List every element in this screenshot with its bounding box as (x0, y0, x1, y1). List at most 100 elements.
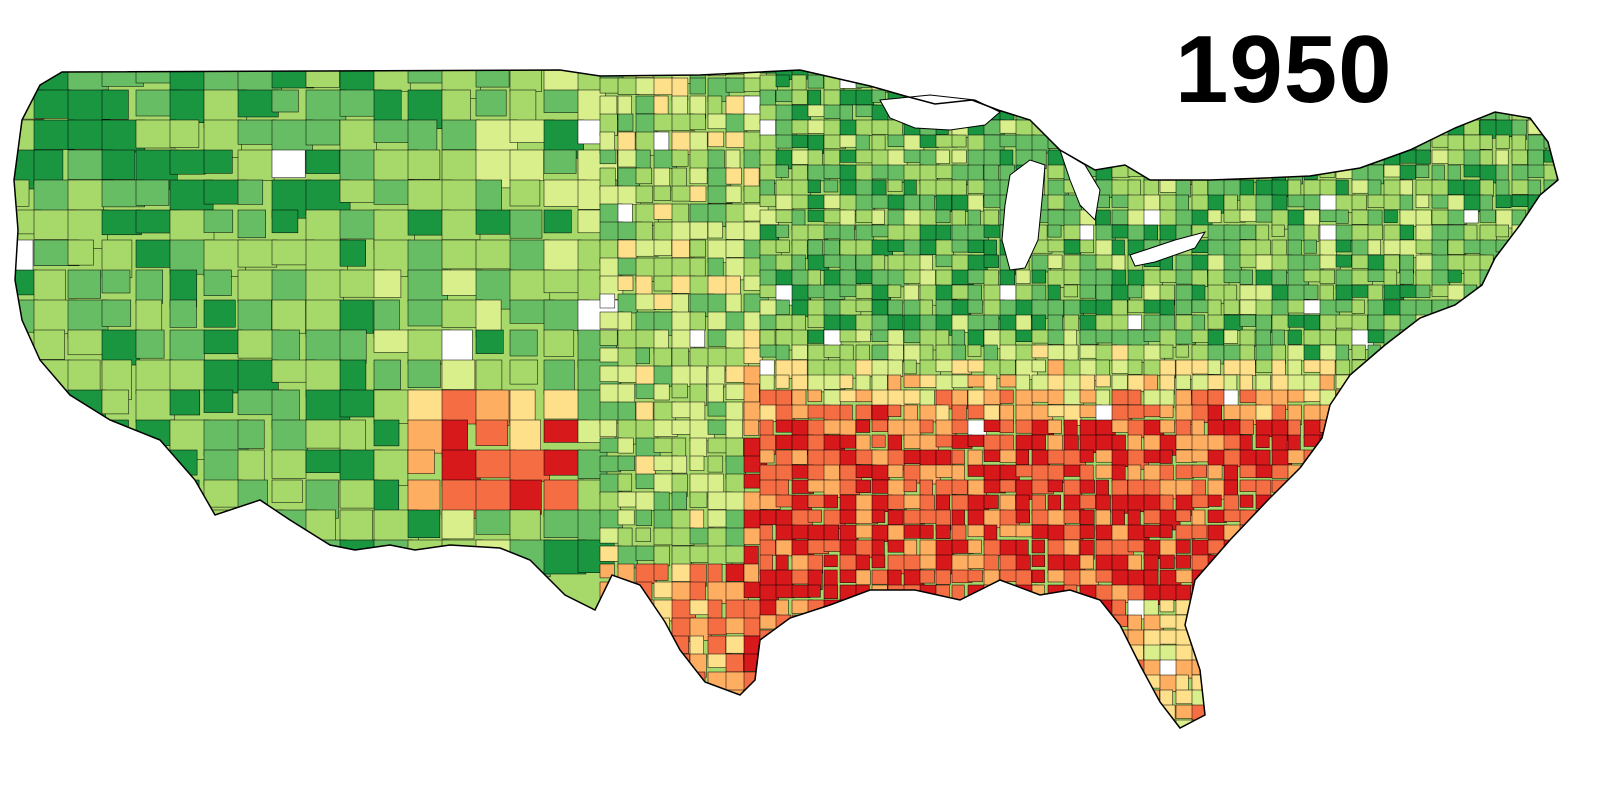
county-tile (887, 689, 907, 706)
county-tile (823, 689, 843, 708)
county-tile (1351, 554, 1370, 576)
county-tile (1095, 74, 1110, 90)
county-tile (871, 209, 885, 225)
county-tile (759, 524, 773, 542)
county-tile (1543, 644, 1558, 664)
county-tile (1479, 704, 1499, 722)
county-tile (1063, 584, 1078, 601)
county-tile (1015, 284, 1034, 302)
county-tile (823, 464, 840, 482)
county-tile (1271, 494, 1291, 509)
county-tile (1303, 149, 1323, 166)
county-tile (1367, 674, 1388, 695)
county-tile (671, 581, 692, 602)
county-tile (823, 629, 840, 643)
county-tile (1239, 479, 1257, 492)
county-tile (1112, 735, 1127, 755)
county-tile (951, 629, 969, 646)
county-tile (1527, 644, 1542, 661)
county-tile (1223, 299, 1240, 315)
county-tile (1447, 629, 1463, 643)
county-tile (887, 644, 908, 664)
county-tile (807, 644, 829, 665)
county-tile (1287, 659, 1310, 680)
county-tile (1479, 329, 1496, 347)
county-tile (967, 464, 985, 477)
county-tile (1015, 374, 1031, 391)
county-tile (1047, 719, 1067, 728)
county-tile (653, 347, 672, 367)
county-tile (1447, 599, 1470, 615)
county-tile (1367, 644, 1387, 663)
county-tile (373, 359, 401, 390)
county-tile (1431, 449, 1447, 469)
county-tile (1255, 644, 1275, 662)
county-tile (617, 113, 634, 132)
county-tile (951, 70, 966, 78)
county-tile (1063, 284, 1078, 298)
county-tile (1495, 224, 1509, 238)
county-tile (1047, 449, 1067, 465)
county-tile (373, 419, 400, 447)
county-tile (1463, 449, 1483, 468)
county-tile (67, 539, 102, 579)
county-tile (1479, 629, 1495, 650)
county-tile (135, 119, 177, 149)
county-tile (543, 359, 575, 395)
county-tile (1287, 644, 1304, 662)
county-tile (441, 329, 473, 365)
county-tile (617, 365, 637, 383)
county-tile (823, 239, 840, 257)
county-tile (1287, 629, 1305, 646)
county-tile (1496, 735, 1516, 753)
county-tile (135, 479, 174, 514)
county-tile (935, 704, 951, 723)
county-tile (653, 671, 674, 689)
county-tile (999, 359, 1016, 376)
county-tile (169, 89, 205, 123)
county-tile (1255, 494, 1272, 509)
county-tile (1335, 419, 1358, 434)
county-tile (1415, 509, 1432, 531)
county-tile (1239, 674, 1256, 694)
county-tile (887, 599, 907, 619)
county-tile (1399, 449, 1418, 462)
county-tile (1223, 359, 1242, 376)
county-tile (1239, 539, 1255, 559)
county-tile (101, 479, 128, 507)
county-tile (1255, 629, 1278, 643)
county-tile (983, 614, 1003, 632)
county-tile (791, 614, 813, 635)
county-tile (1063, 419, 1078, 437)
county-tile (1335, 149, 1350, 163)
county-tile (1095, 134, 1112, 151)
county-tile (1207, 134, 1229, 155)
county-tile (1303, 164, 1318, 180)
county-tile (855, 719, 871, 728)
county-tile (1255, 224, 1270, 242)
county-tile (967, 344, 982, 357)
county-tile (1047, 509, 1066, 526)
county-tile (743, 275, 763, 291)
county-tile (1239, 704, 1257, 719)
county-tile (135, 239, 171, 268)
county-tile (1383, 629, 1399, 648)
county-tile (1415, 449, 1432, 463)
county-tile (887, 404, 902, 417)
county-tile (1207, 419, 1225, 438)
county-tile (887, 194, 907, 210)
county-tile (1399, 70, 1414, 78)
county-tile (1095, 629, 1115, 646)
county-tile (373, 179, 415, 205)
county-tile (1031, 524, 1051, 539)
county-tile (999, 629, 1013, 642)
county-tile (1367, 224, 1383, 241)
county-tile (1143, 119, 1164, 137)
county-tile (1111, 374, 1128, 390)
county-tile (509, 359, 538, 385)
county-tile (1543, 119, 1558, 138)
county-tile (743, 419, 760, 436)
county-tile (1063, 659, 1080, 680)
county-tile (1367, 449, 1389, 467)
county-tile (1351, 134, 1366, 148)
